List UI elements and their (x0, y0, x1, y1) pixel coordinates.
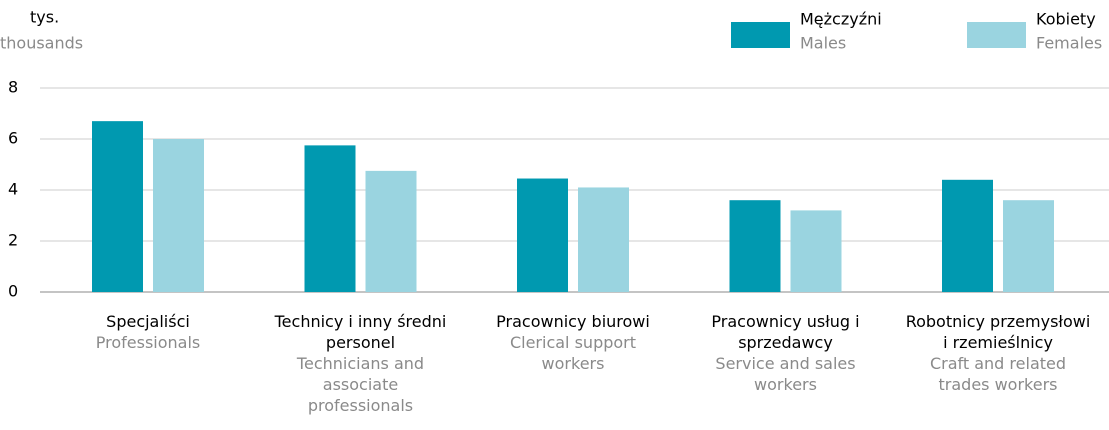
bar (942, 179, 993, 292)
x-tick-label: Pracownicy biurowi Clerical support worke… (478, 311, 668, 374)
x-tick-label: Specjaliści Professionals (53, 311, 243, 353)
x-tick-label-pl: Specjaliści (106, 312, 190, 331)
y-tick-label: 8 (8, 78, 18, 97)
x-tick-label: Robotnicy przemysłowi i rzemieślnicy Craf… (903, 311, 1093, 395)
y-label-en: thousands (0, 34, 83, 53)
bar (578, 187, 629, 292)
bar (92, 121, 143, 293)
x-tick-label-pl: Technicy i inny średni personel (274, 312, 447, 352)
y-tick-label: 4 (8, 180, 18, 199)
x-tick-label-pl: Pracownicy usług i sprzedawcy (711, 312, 860, 352)
legend-swatch (967, 22, 1026, 48)
y-tick-label: 2 (8, 231, 18, 250)
x-tick-label: Technicy i inny średni personel Technicia… (266, 311, 456, 416)
bar (790, 210, 842, 292)
bar (365, 170, 417, 292)
x-tick-label-en: Clerical support workers (509, 333, 637, 373)
x-tick-label-pl: Robotnicy przemysłowi i rzemieślnicy (905, 312, 1091, 352)
legend-label: Mężczyźni (800, 10, 882, 29)
x-tick-label-pl: Pracownicy biurowi (496, 312, 650, 331)
bar (304, 145, 356, 292)
legend-swatch (731, 22, 790, 48)
x-tick-label-en: Craft and related trades workers (929, 354, 1067, 394)
y-tick-label: 0 (8, 282, 18, 301)
y-tick-label: 6 (8, 129, 18, 148)
x-tick-label-en: Service and sales workers (715, 354, 856, 394)
x-tick-label: Pracownicy usług i sprzedawcy Service and… (691, 311, 881, 395)
x-tick-label-en: Professionals (95, 333, 201, 352)
bar (1003, 200, 1054, 292)
legend-label-en: Males (800, 34, 846, 53)
x-tick-label-en: Technicians and associate professionals (296, 354, 425, 415)
bar (517, 178, 568, 292)
legend-label: Kobiety (1036, 10, 1096, 29)
bar (153, 139, 204, 292)
bar (729, 200, 781, 292)
y-label: tys. (30, 8, 59, 27)
legend-label-en: Females (1036, 34, 1102, 53)
